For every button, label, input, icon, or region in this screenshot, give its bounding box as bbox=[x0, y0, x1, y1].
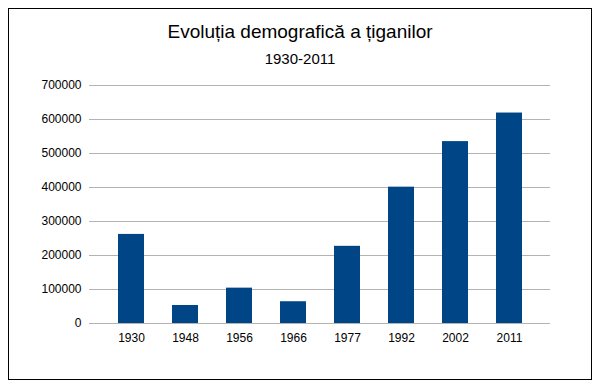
svg-text:2011: 2011 bbox=[497, 331, 523, 345]
svg-text:1966: 1966 bbox=[280, 331, 307, 345]
svg-text:500000: 500000 bbox=[41, 146, 81, 160]
svg-text:100000: 100000 bbox=[41, 282, 81, 296]
svg-text:400000: 400000 bbox=[41, 180, 81, 194]
svg-text:1956: 1956 bbox=[226, 331, 253, 345]
svg-text:1948: 1948 bbox=[172, 331, 199, 345]
svg-text:700000: 700000 bbox=[41, 78, 81, 92]
svg-text:1992: 1992 bbox=[388, 331, 415, 345]
svg-text:1977: 1977 bbox=[334, 331, 361, 345]
svg-text:0: 0 bbox=[75, 316, 82, 330]
svg-text:600000: 600000 bbox=[41, 112, 81, 126]
svg-text:300000: 300000 bbox=[41, 214, 81, 228]
html-text:Evoluția demografică a țiganil: Evoluția demografică a țiganilor bbox=[167, 21, 433, 42]
html-text:1930-2011: 1930-2011 bbox=[264, 50, 336, 67]
svg-text:2002: 2002 bbox=[442, 331, 469, 345]
svg-text:1930: 1930 bbox=[118, 331, 145, 345]
svg-text:200000: 200000 bbox=[41, 248, 81, 262]
